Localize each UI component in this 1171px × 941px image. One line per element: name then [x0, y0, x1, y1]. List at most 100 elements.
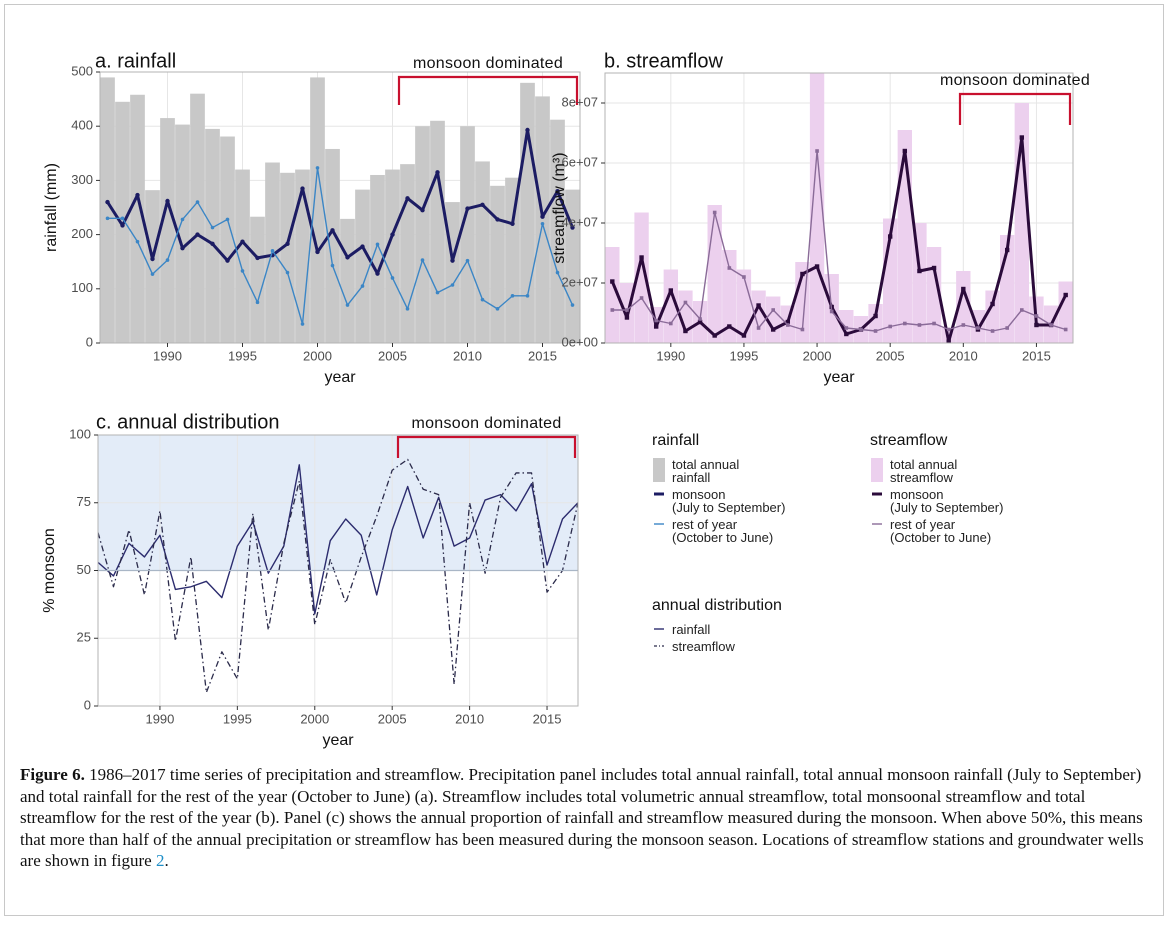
point [570, 225, 575, 230]
y-tick-label: 200 [71, 226, 93, 241]
point [669, 321, 673, 326]
caption-label: Figure 6. [20, 765, 85, 784]
point [917, 323, 922, 327]
point [844, 326, 849, 330]
point [465, 206, 470, 211]
series-line [612, 150, 1066, 332]
legend-swatch [872, 523, 882, 525]
x-tick-label: 2010 [455, 711, 484, 726]
point [120, 223, 125, 228]
point [712, 210, 717, 215]
point [903, 321, 907, 326]
point [610, 279, 615, 284]
legend-swatch-fill [871, 458, 883, 482]
point [829, 309, 834, 314]
plot-area [605, 73, 1073, 343]
x-axis-label: year [823, 369, 855, 386]
point [800, 271, 805, 277]
point [815, 149, 819, 153]
y-tick-label: 2e+07 [561, 274, 598, 289]
point [1019, 135, 1025, 140]
x-tick-label: 2000 [300, 711, 329, 726]
point [465, 258, 470, 263]
point [195, 200, 200, 204]
point [785, 319, 791, 325]
annotation: monsoon dominated [940, 72, 1090, 89]
point [240, 239, 245, 244]
point [375, 242, 380, 247]
point [1034, 314, 1039, 318]
point [990, 329, 995, 333]
bar [605, 247, 620, 343]
legend-label: streamflow [672, 639, 735, 654]
y-tick-label: 500 [71, 63, 93, 78]
point [435, 170, 440, 175]
point [639, 255, 644, 260]
point [540, 214, 545, 219]
bar [400, 164, 415, 343]
point [697, 319, 703, 325]
bar [175, 124, 190, 343]
bar [505, 177, 520, 343]
caption-text: 1986–2017 time series of precipitation a… [20, 765, 1144, 871]
point [1020, 308, 1024, 312]
y-tick-label: 0 [84, 697, 91, 712]
legend-title: annual distribution [652, 597, 782, 614]
bar [355, 189, 370, 343]
point [1063, 292, 1068, 298]
point [932, 321, 936, 326]
point [873, 329, 878, 333]
legend-item: rainfall [652, 623, 782, 636]
bar [250, 216, 265, 343]
annotation: monsoon dominated [411, 415, 561, 432]
point [255, 300, 260, 305]
point [180, 217, 185, 222]
bar [310, 77, 325, 343]
point [360, 244, 365, 249]
bar [868, 304, 883, 343]
point [800, 327, 805, 332]
bar [956, 271, 971, 343]
point [639, 296, 644, 300]
point [240, 269, 245, 273]
y-axis-label: streamflow (m³) [551, 152, 568, 263]
bar [370, 174, 385, 343]
point [990, 301, 995, 307]
x-tick-label: 2010 [949, 348, 978, 363]
point [150, 256, 155, 262]
series-line [107, 167, 574, 325]
y-tick-label: 0e+00 [561, 334, 598, 349]
legend-swatch [653, 458, 665, 482]
point [770, 327, 776, 332]
point [345, 303, 350, 307]
point [480, 297, 485, 302]
annotation-bracket [396, 435, 577, 458]
legend-item: total annual streamflow [870, 458, 1003, 484]
caption-end: . [164, 851, 169, 871]
annotation-bracket [958, 92, 1072, 125]
legend-group: annual distribution rainfall streamflow [652, 597, 782, 657]
bar [751, 290, 766, 343]
point [450, 283, 455, 287]
legend-label: total annual rainfall [672, 457, 740, 485]
y-tick-label: 0 [86, 334, 93, 349]
bar [520, 82, 535, 343]
legend-item: total annual rainfall [652, 458, 785, 484]
legend-item: monsoon (July to September) [652, 488, 785, 514]
point [105, 216, 110, 221]
point [315, 249, 320, 255]
point [683, 328, 688, 334]
legend-title: rainfall [652, 432, 700, 449]
legend-label: monsoon (July to September) [890, 487, 1004, 515]
x-tick-label: 2005 [876, 348, 905, 363]
bar [145, 190, 160, 343]
x-tick-label: 1990 [145, 711, 174, 726]
panel-border [99, 71, 581, 344]
figure-reference[interactable]: 2 [155, 851, 165, 871]
legend-title: streamflow [870, 432, 948, 449]
x-tick-label: 2005 [378, 711, 407, 726]
bar [235, 169, 250, 343]
point [375, 271, 380, 276]
plot-area [100, 77, 580, 343]
